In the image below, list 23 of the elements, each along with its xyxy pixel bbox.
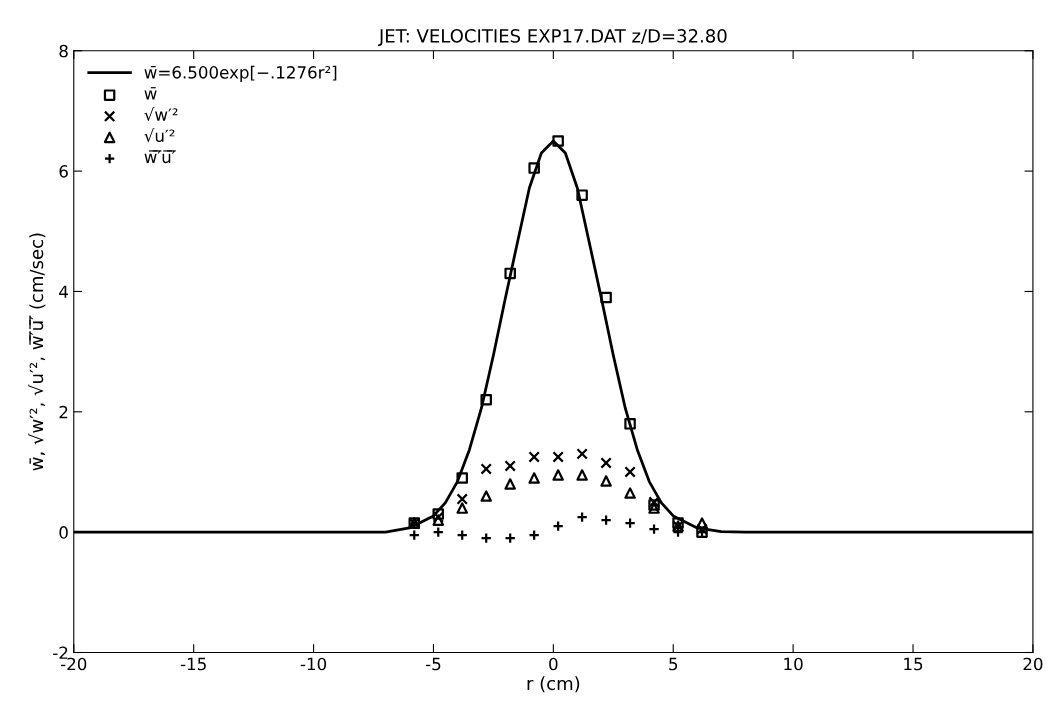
x-tick-label: 0 [549,657,558,671]
y-tick-label: 0 [59,526,68,539]
x-tick-label: -5 [425,657,441,671]
legend-label: √u′² [144,128,175,143]
legend-label: w̄ [144,87,157,100]
x-tick-label: 10 [784,657,803,671]
y-axis-title: w̄, √w′², √u′², w̅′̅u̅′̅ (cm/sec) [28,233,46,471]
x-tick-label: 5 [669,657,678,671]
chart-title: JET: VELOCITIES EXP17.DAT z/D=32.80 [378,29,727,47]
legend-label: w̄=6.500exp[−.1276r²] [144,65,337,82]
legend-label: w̅′̅u̅′̅ [144,150,176,164]
y-tick-label: 8 [59,44,68,58]
y-tick-label: -2 [53,646,68,659]
legend-label: √w′² [144,107,178,122]
x-tick-label: -15 [180,657,206,671]
x-tick-label: -10 [300,657,327,671]
x-tick-label: 15 [904,657,923,671]
x-axis-title: r (cm) [527,676,580,693]
y-tick-label: 6 [59,165,68,178]
x-tick-label: -20 [60,657,87,671]
y-tick-label: 4 [59,285,68,298]
x-tick-label: 20 [1023,657,1043,671]
y-tick-label: 2 [59,405,68,419]
